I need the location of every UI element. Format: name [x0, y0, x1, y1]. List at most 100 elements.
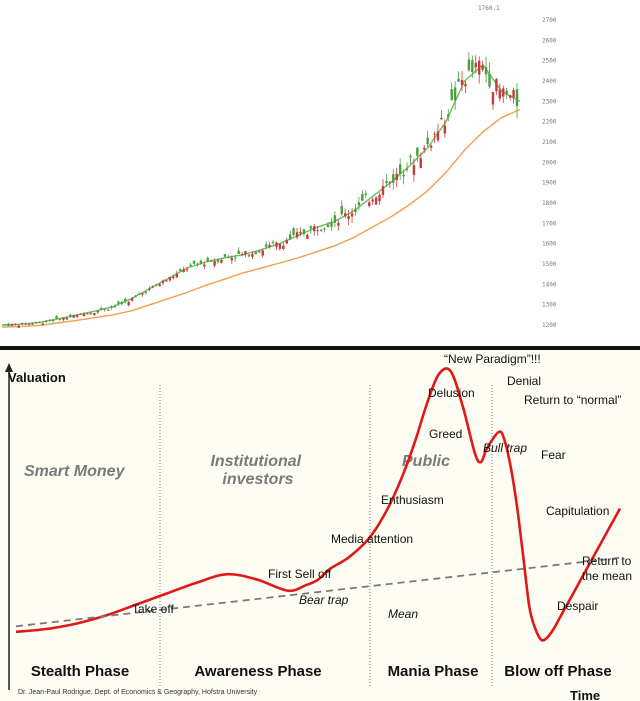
candle-body	[395, 173, 398, 181]
y-tick-label: 2500	[542, 58, 557, 65]
candle-body	[340, 205, 343, 215]
phase-label-mania: Mania Phase	[388, 663, 479, 680]
candle-body	[282, 245, 285, 250]
x-axis-label: Time	[570, 688, 600, 701]
annot-capitulation: Capitulation	[546, 504, 609, 518]
candle-body	[405, 168, 409, 170]
candle-body	[124, 298, 127, 302]
candle-body	[17, 325, 20, 328]
candle-body	[423, 147, 426, 150]
candle-body	[515, 89, 519, 107]
candle-body	[350, 213, 354, 217]
candle-body	[326, 224, 330, 228]
candle-body	[460, 79, 464, 85]
candle-body	[264, 244, 268, 247]
candle-body	[289, 234, 292, 240]
candle-body	[313, 226, 316, 232]
candle-body	[508, 95, 512, 98]
candle-body	[20, 323, 24, 325]
candle-body	[103, 308, 106, 310]
candlestick-chart: 2700 2600 2500 2400 2300 2200 2100 2000 1900 1800…	[1, 5, 557, 329]
candle-body	[127, 301, 130, 306]
candle-body	[474, 62, 477, 68]
candle-body	[381, 186, 385, 195]
group-label-public: Public	[402, 453, 450, 470]
candle-body	[368, 202, 371, 206]
candle-body	[450, 89, 453, 100]
candle-body	[457, 78, 460, 82]
annot-enthusiasm: Enthusiasm	[381, 493, 444, 507]
annot-return-to-normal: Return to “normal”	[524, 393, 621, 407]
candle-body	[374, 197, 378, 205]
phase-label-awareness: Awareness Phase	[194, 663, 321, 680]
candle-body	[453, 87, 457, 101]
candle-body	[240, 254, 244, 256]
y-tick-label: 1700	[542, 220, 557, 227]
phase-label-blow-off: Blow off Phase	[504, 663, 612, 680]
candle-body	[319, 229, 323, 231]
candle-body	[333, 215, 337, 223]
candle-body	[93, 313, 96, 316]
candle-body	[7, 323, 10, 326]
candle-body	[158, 284, 161, 287]
candle-body	[337, 222, 340, 226]
candle-body	[402, 174, 405, 177]
candle-body	[347, 215, 350, 219]
candle-body	[216, 259, 220, 262]
annot-despair: Despair	[557, 599, 598, 613]
candle-body	[10, 324, 14, 326]
candle-body	[65, 317, 69, 320]
y-tick-label: 2600	[542, 37, 557, 44]
annot-first-sell-off: First Sell off	[268, 567, 332, 581]
candle-body	[24, 323, 27, 325]
annot-mean: Mean	[388, 607, 418, 621]
group-label-smart-money: Smart Money	[24, 463, 126, 480]
candle-body	[488, 73, 491, 87]
candle-body	[464, 83, 467, 87]
candle-body	[48, 319, 51, 322]
candle-body	[96, 310, 99, 313]
candle-body	[254, 251, 258, 255]
candle-body	[234, 257, 237, 259]
y-tick-label: 1800	[542, 200, 557, 207]
candle-body	[306, 234, 309, 239]
candle-body	[192, 260, 196, 264]
candle-body	[419, 158, 422, 169]
candle-body	[412, 165, 416, 176]
candle-body	[343, 213, 347, 217]
candle-body	[398, 164, 402, 175]
candle-body	[505, 90, 508, 95]
moving-average-1	[1, 63, 521, 326]
candle-body	[316, 230, 319, 232]
candle-body	[354, 208, 357, 212]
candle-body	[100, 308, 103, 310]
candle-body	[213, 260, 216, 266]
candle-body	[502, 88, 505, 97]
candle-body	[175, 273, 179, 278]
candle-body	[14, 324, 17, 326]
candle-body	[429, 145, 433, 148]
candle-body	[144, 291, 148, 294]
candle-body	[467, 59, 471, 71]
y-tick-label: 2200	[542, 119, 557, 126]
candle-body	[117, 301, 120, 304]
annot-return-to-mean: Return to the mean	[582, 554, 635, 583]
candle-body	[203, 264, 206, 267]
candle-body	[471, 60, 474, 72]
candle-body	[512, 89, 515, 98]
candle-body	[45, 320, 48, 323]
candle-body	[261, 250, 264, 256]
candle-body	[491, 92, 495, 105]
candle-body	[3, 324, 7, 326]
candle-body	[161, 280, 165, 283]
candle-body	[154, 284, 158, 286]
y-tick-label: 1300	[542, 302, 557, 309]
bubble-phases-chart: Valuation Time Smart Money Institutional…	[5, 352, 635, 701]
candle-body	[495, 79, 498, 92]
annot-bull-trap: Bull trap	[483, 441, 527, 455]
candle-body	[385, 181, 388, 184]
candle-body	[361, 193, 364, 201]
candle-body	[82, 313, 86, 317]
candle-body	[86, 313, 89, 315]
